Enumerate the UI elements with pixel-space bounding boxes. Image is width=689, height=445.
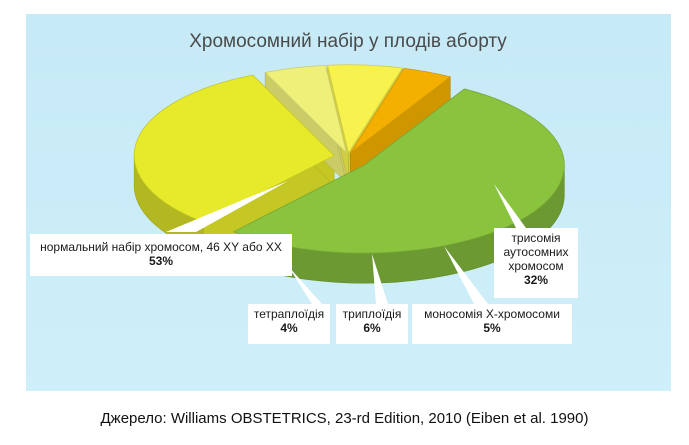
chart-title: Хромосомний набір у плодів аборту (189, 31, 507, 52)
callout-pointer (288, 266, 322, 304)
source-caption: Джерело: Williams OBSTETRICS, 23-rd Edit… (100, 410, 589, 427)
chart-area: Хромосомний набір у плодів аборту нормал… (26, 14, 671, 391)
callout-pointer (372, 254, 388, 304)
pie (133, 64, 565, 304)
pie-slice (133, 74, 335, 223)
chart-svg: Хромосомний набір у плодів аборту (26, 14, 671, 391)
label-normal-value: 53% (148, 254, 174, 268)
label-trisomy-value: 32% (523, 273, 549, 287)
pie-slice (349, 67, 452, 154)
pie-slice (232, 88, 565, 254)
label-normal-text: нормальний набір хромосом, 46 XY або XX (40, 240, 282, 254)
callout-pointer (444, 246, 488, 304)
pie-slice (264, 64, 348, 155)
pie-slice (327, 64, 403, 154)
label-monosomy: моносомія X-хромосоми 5% (412, 304, 572, 344)
label-triploidy-value: 6% (363, 321, 381, 335)
label-triploidy: триплоїдія 6% (336, 304, 408, 344)
label-tetraploidy-text: тетраплоїдія (253, 307, 325, 321)
label-tetraploidy-value: 4% (280, 321, 298, 335)
label-tetraploidy: тетраплоїдія 4% (248, 304, 330, 344)
label-normal: нормальний набір хромосом, 46 XY або XX … (30, 234, 292, 276)
label-triploidy-text: триплоїдія (342, 307, 402, 321)
label-trisomy: трисомія аутосомних хромосом 32% (494, 228, 578, 298)
label-monosomy-value: 5% (483, 321, 501, 335)
label-trisomy-text: трисомія аутосомних хромосом (503, 231, 569, 273)
callout-pointer (166, 181, 288, 232)
label-monosomy-text: моносомія X-хромосоми (424, 307, 560, 321)
callout-pointer (494, 184, 526, 228)
